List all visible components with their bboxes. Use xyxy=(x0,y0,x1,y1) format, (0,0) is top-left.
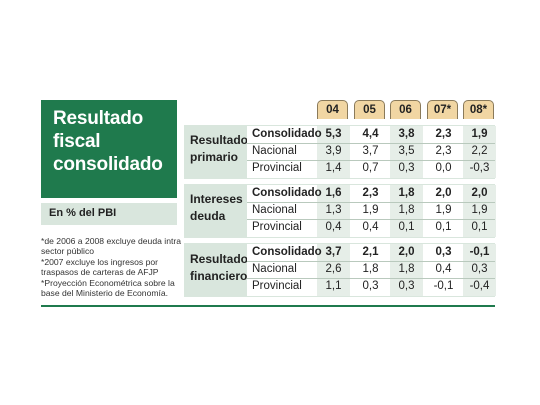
unit-subtitle: En % del PBI xyxy=(41,203,177,225)
group-label-line: primario xyxy=(190,150,239,164)
table-cell: 0,3 xyxy=(362,280,379,292)
table-cell: 0,4 xyxy=(362,221,379,233)
year-tab-05: 05 xyxy=(354,100,385,119)
footnote-line: base del Ministerio de Economía. xyxy=(41,288,169,299)
footnote-line: sector público xyxy=(41,246,95,257)
table-cell: 0,4 xyxy=(435,263,452,275)
table-cell: 0,3 xyxy=(471,263,488,275)
col-shade xyxy=(390,185,423,237)
table-cell: 0,3 xyxy=(435,246,452,258)
table-cell: 5,3 xyxy=(325,128,342,140)
title-box: Resultado fiscal consolidado xyxy=(41,100,177,198)
col-shade xyxy=(390,126,423,178)
row-divider xyxy=(247,143,495,144)
footnote-line: traspasos de carteras de AFJP xyxy=(41,267,159,278)
title-line-2: fiscal xyxy=(53,131,101,152)
table-cell: 1,9 xyxy=(362,204,379,216)
table-cell: 1,8 xyxy=(398,187,415,199)
table-cell: 1,9 xyxy=(471,128,488,140)
row-label-nacional: Nacional xyxy=(252,145,297,157)
table-cell: 0,7 xyxy=(362,162,379,174)
footnotes: *de 2006 a 2008 excluye deuda intra sect… xyxy=(41,236,181,298)
footnote-line: *de 2006 a 2008 excluye deuda intra xyxy=(41,236,181,246)
title-line-1: Resultado xyxy=(53,108,144,129)
table-cell: 3,5 xyxy=(398,145,415,157)
table-cell: 2,3 xyxy=(435,145,452,157)
col-shade xyxy=(317,244,350,296)
row-label-consolidado: Consolidado xyxy=(252,246,322,258)
group-label-line: Resultado xyxy=(190,252,249,266)
table-cell: 2,6 xyxy=(325,263,342,275)
group-rows-intereses xyxy=(247,185,495,237)
group-label-line: financiero xyxy=(190,269,248,283)
table-cell: 2,0 xyxy=(435,187,452,199)
row-label-nacional: Nacional xyxy=(252,204,297,216)
row-label-consolidado: Consolidado xyxy=(252,128,322,140)
table-cell: 1,8 xyxy=(398,263,415,275)
table-cell: 4,4 xyxy=(362,128,379,140)
table-cell: -0,1 xyxy=(433,280,454,292)
table-cell: 1,6 xyxy=(325,187,342,199)
year-tab-04: 04 xyxy=(317,100,348,119)
table-cell: 0,0 xyxy=(435,162,452,174)
row-label-consolidado: Consolidado xyxy=(252,187,322,199)
row-divider xyxy=(247,202,495,203)
group-rows-financiero xyxy=(247,244,495,296)
row-label-provincial: Provincial xyxy=(252,221,302,233)
table-cell: -0,4 xyxy=(469,280,490,292)
table-cell: 0,3 xyxy=(398,280,415,292)
col-shade xyxy=(463,244,496,296)
table-cell: 3,7 xyxy=(325,246,342,258)
table-cell: 0,1 xyxy=(398,221,415,233)
row-label-provincial: Provincial xyxy=(252,162,302,174)
group-label-intereses: Intereses deuda xyxy=(184,191,246,231)
table-cell: 3,7 xyxy=(362,145,379,157)
footnote-line: *2007 excluye los ingresos por xyxy=(41,256,159,267)
table-cell: 0,1 xyxy=(435,221,452,233)
table-cell: 3,9 xyxy=(325,145,342,157)
bottom-rule xyxy=(41,305,495,307)
group-label-primario: Resultado primario xyxy=(184,132,249,172)
col-shade xyxy=(463,126,496,178)
group-label-financiero: Resultado financiero xyxy=(184,251,249,291)
year-tab-06: 06 xyxy=(390,100,421,119)
table-cell: 2,0 xyxy=(471,187,488,199)
col-shade xyxy=(463,185,496,237)
table-cell: 1,9 xyxy=(471,204,488,216)
year-tab-08: 08* xyxy=(463,100,494,119)
col-shade xyxy=(317,126,350,178)
table-cell: 2,3 xyxy=(362,187,379,199)
group-label-line: Intereses xyxy=(190,192,243,206)
group-label-line: deuda xyxy=(190,209,226,223)
footnote-line: *Proyección Econométrica sobre la xyxy=(41,277,175,288)
table-cell: 2,1 xyxy=(362,246,379,258)
table-cell: 1,9 xyxy=(435,204,452,216)
col-shade xyxy=(317,185,350,237)
row-divider xyxy=(247,261,495,262)
year-tab-07: 07* xyxy=(427,100,458,119)
group-label-line: Resultado xyxy=(190,133,249,147)
table-cell: 0,4 xyxy=(325,221,342,233)
row-divider xyxy=(247,160,495,161)
table-cell: -0,1 xyxy=(469,246,490,258)
table-cell: 2,3 xyxy=(435,128,452,140)
table-cell: 3,8 xyxy=(398,128,415,140)
table-cell: 2,2 xyxy=(471,145,488,157)
row-label-nacional: Nacional xyxy=(252,263,297,275)
table-cell: 1,3 xyxy=(325,204,342,216)
row-divider xyxy=(247,219,495,220)
table-cell: 1,8 xyxy=(362,263,379,275)
row-label-provincial: Provincial xyxy=(252,280,302,292)
title-line-3: consolidado xyxy=(53,154,163,175)
table-cell: 2,0 xyxy=(398,246,415,258)
table-cell: 1,1 xyxy=(325,280,342,292)
table-cell: 1,4 xyxy=(325,162,342,174)
table-cell: 0,1 xyxy=(471,221,488,233)
table-cell: 1,8 xyxy=(398,204,415,216)
row-divider xyxy=(247,278,495,279)
col-shade xyxy=(390,244,423,296)
table-cell: 0,3 xyxy=(398,162,415,174)
group-rows-primario xyxy=(247,126,495,178)
table-cell: -0,3 xyxy=(469,162,490,174)
